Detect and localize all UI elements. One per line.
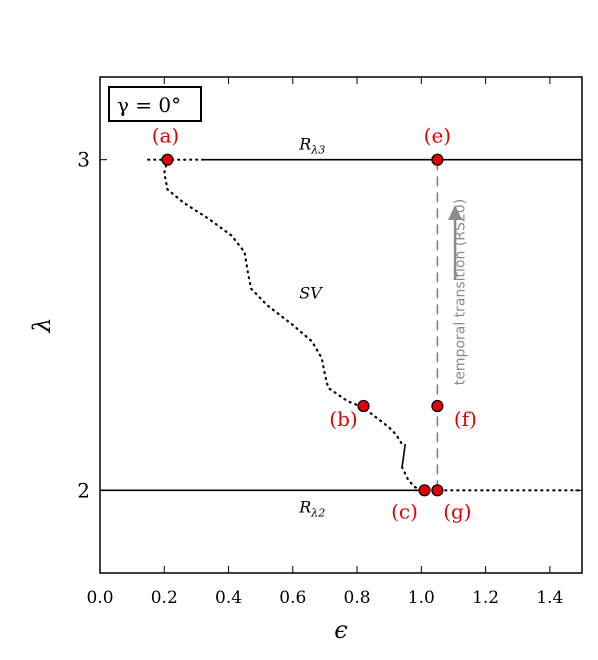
legend-text: γ = 0° xyxy=(117,93,181,117)
series-sv-solid-segment xyxy=(401,443,407,468)
y-axis-label: λ xyxy=(28,317,56,333)
series-label-r-l2: Rλ2 xyxy=(298,497,325,519)
point-b xyxy=(357,399,370,413)
series-label-r-l3: Rλ3 xyxy=(298,135,325,157)
x-tick-label: 1.4 xyxy=(536,588,563,608)
y-tick-label: 3 xyxy=(77,148,90,172)
x-tick-label: 0.4 xyxy=(215,588,242,608)
x-tick-label: 0.6 xyxy=(279,588,306,608)
point-g xyxy=(431,484,444,497)
point-a xyxy=(161,153,174,166)
point-label-g: (g) xyxy=(443,499,471,523)
transition-arrow-head xyxy=(448,205,463,220)
plot-frame xyxy=(99,76,583,574)
legend-frame xyxy=(108,86,202,122)
point-label-e: (e) xyxy=(424,124,451,148)
point-label-b: (b) xyxy=(329,407,357,431)
x-tick-label: 1.0 xyxy=(408,588,435,608)
x-tick-label: 0.0 xyxy=(86,588,113,608)
series-label-sv: SV xyxy=(299,284,323,303)
series-sv-dotted-segment xyxy=(400,466,423,492)
point-c xyxy=(418,484,431,497)
gamma-legend-box: γ = 0° xyxy=(108,86,202,122)
y-tick-label: 2 xyxy=(77,478,90,502)
series-sv-dotted-segment xyxy=(163,158,404,446)
point-f xyxy=(431,399,444,413)
x-tick-label: 0.8 xyxy=(344,588,371,608)
x-tick-label: 1.2 xyxy=(472,588,499,608)
point-label-a: (a) xyxy=(152,124,180,148)
transition-annotation: temporal transition (RS20) xyxy=(453,199,469,385)
axis-ticks: 0.0 0.2 0.4 0.6 0.8 1.0 1.2 1.4 2 3 xyxy=(77,77,582,608)
x-axis-label: ϵ xyxy=(334,616,347,644)
point-label-c: (c) xyxy=(391,499,418,523)
point-e xyxy=(431,153,444,166)
x-tick-label: 0.2 xyxy=(151,588,178,608)
point-label-f: (f) xyxy=(454,407,477,431)
plot-area xyxy=(100,158,582,492)
